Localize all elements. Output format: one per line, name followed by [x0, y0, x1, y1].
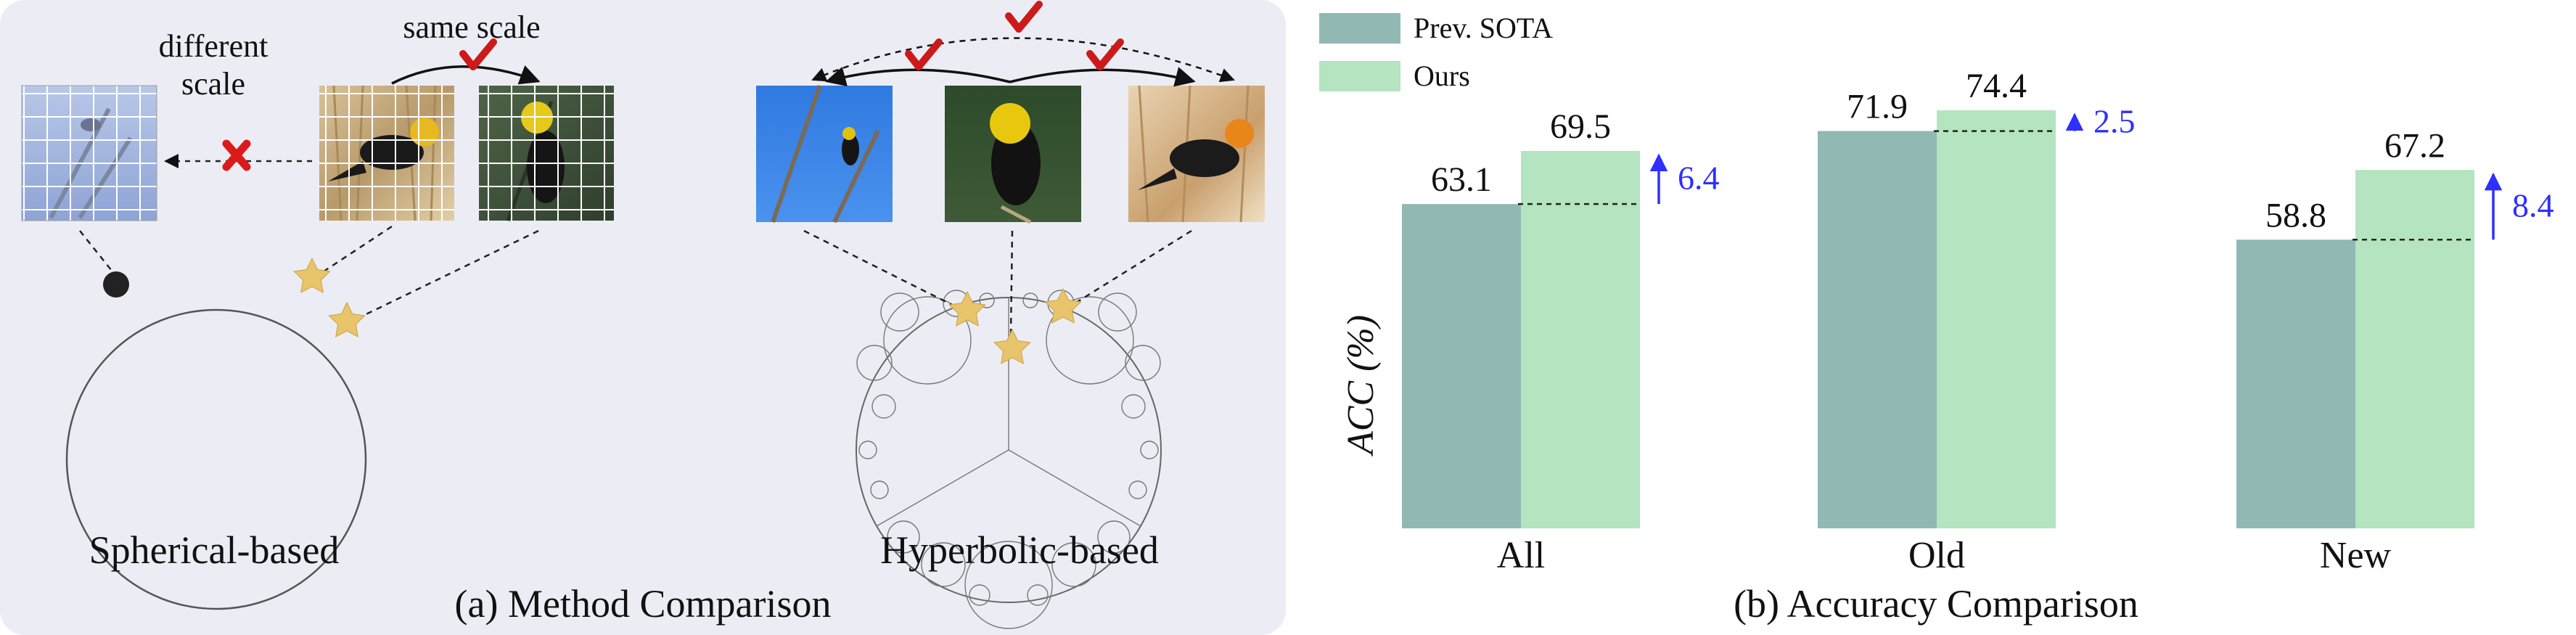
category-label-all: All	[1497, 535, 1545, 576]
panel-a: different scale same scale Spherical-bas…	[0, 0, 1286, 635]
poincare-disk	[856, 290, 1162, 629]
image-arrows	[391, 37, 1235, 87]
panel-a-caption: (a) Method Comparison	[455, 582, 832, 626]
check-icon	[1005, 1, 1043, 33]
data-label-ours-all: 69.5	[1550, 107, 1611, 146]
legend-label-prev: Prev. SOTA	[1414, 12, 1553, 44]
check-icon	[1086, 38, 1124, 70]
spherical-label: Spherical-based	[89, 528, 340, 572]
hyper-arrow-outer	[811, 37, 1235, 83]
different-scale-label-1: different	[159, 28, 268, 64]
same-scale-arrow	[391, 65, 541, 85]
data-label-prev-new: 58.8	[2265, 196, 2326, 234]
star-icon	[293, 257, 331, 293]
panel-b-caption: (b) Accuracy Comparison	[1734, 582, 2138, 626]
same-scale-label: same scale	[403, 9, 540, 45]
improvement-label-new: 8.4	[2512, 187, 2554, 224]
category-label-old: Old	[1908, 535, 1965, 576]
category-label-new: New	[2320, 535, 2392, 576]
panel-b: Prev. SOTA Ours ACC (%) 63.1 69.5 6.4 All 71…	[1299, 0, 2576, 635]
bar-ours-all	[1521, 151, 1640, 528]
image-blue-sky	[756, 85, 893, 224]
star-icon	[948, 290, 986, 327]
legend: Prev. SOTA Ours	[1319, 12, 1553, 92]
bar-ours-new	[2355, 170, 2474, 529]
spherical-circle	[65, 308, 367, 610]
check-icon	[459, 38, 497, 70]
data-label-prev-old: 71.9	[1847, 88, 1908, 126]
image-reed-grid	[319, 85, 454, 221]
image-sky-grid	[21, 85, 157, 221]
stars	[293, 257, 1082, 364]
different-scale-label-2: scale	[181, 66, 245, 102]
hyperbolic-connectors	[803, 229, 1192, 336]
cross-icon	[222, 139, 251, 171]
star-icon	[328, 301, 366, 337]
image-warm-reed	[1128, 85, 1265, 223]
image-dark-green	[945, 86, 1081, 224]
image-green-grid	[479, 86, 614, 221]
spherical-black-dot	[103, 271, 129, 298]
legend-swatch-prev	[1319, 13, 1400, 44]
y-axis-label: ACC (%)	[1340, 315, 1382, 456]
check-icon	[905, 38, 943, 70]
improvement-label-all: 6.4	[1678, 160, 1720, 197]
hyperbolic-label: Hyperbolic-based	[880, 528, 1159, 572]
data-label-ours-old: 74.4	[1966, 67, 2027, 105]
bar-ours-old	[1937, 110, 2056, 528]
legend-label-ours: Ours	[1414, 60, 1470, 92]
bar-prev-sota-old	[1818, 131, 1937, 529]
data-label-prev-all: 63.1	[1431, 160, 1492, 199]
bar-prev-sota-all	[1402, 204, 1521, 528]
star-icon	[993, 328, 1031, 364]
improvement-label-old: 2.5	[2093, 102, 2136, 139]
star-icon	[1044, 287, 1082, 324]
data-label-ours-new: 67.2	[2384, 126, 2445, 165]
bar-prev-sota-new	[2236, 239, 2355, 528]
check-marks	[459, 1, 1124, 70]
bars-layer: 63.1 69.5 6.4 All 71.9 74.4 2.5 Old 58.8 67.2 8.4 N…	[1402, 67, 2554, 576]
legend-swatch-ours	[1319, 61, 1400, 91]
